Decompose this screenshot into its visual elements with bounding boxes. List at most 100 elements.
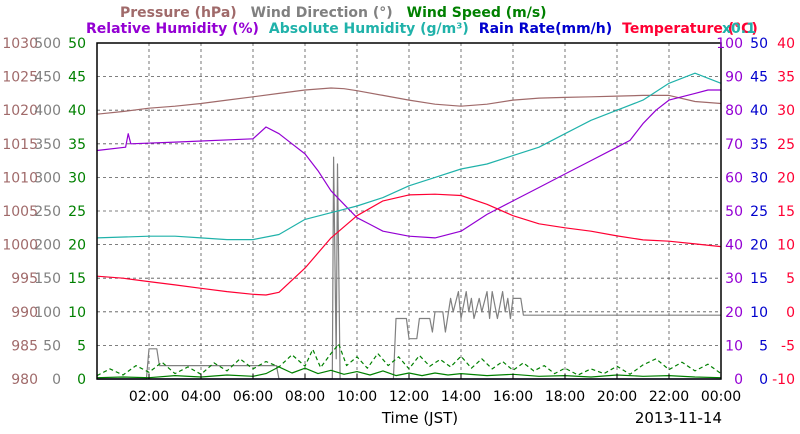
- y-tick-pressure: 1020: [2, 103, 38, 119]
- legend-scale-note: x0.1: [722, 21, 756, 37]
- x-tick-label: 10:00: [337, 389, 377, 405]
- y-tick-wspd: 30: [68, 170, 86, 186]
- x-axis-label: Time (JST): [381, 409, 458, 427]
- y-tick-wdir: 0: [52, 372, 61, 388]
- series-relative-humidity: [96, 89, 721, 239]
- y-tick-wspd: 40: [68, 103, 86, 119]
- x-tick-label: 14:00: [441, 389, 481, 405]
- y-tick-rain: 45: [750, 70, 768, 86]
- y-tick-temp: 35: [777, 70, 795, 86]
- y-tick-wdir: 300: [34, 170, 61, 186]
- y-tick-rh: 30: [725, 271, 743, 287]
- y-tick-rh: 40: [725, 238, 743, 254]
- y-tick-rh: 100: [716, 36, 743, 52]
- legend-ah: Absolute Humidity (g/m³): [269, 21, 469, 37]
- y-tick-wdir: 100: [34, 305, 61, 321]
- y-tick-temp: 20: [777, 170, 795, 186]
- y-tick-wspd: 45: [68, 70, 86, 86]
- x-tick-label: 12:00: [389, 389, 429, 405]
- y-tick-pressure: 1005: [2, 204, 38, 220]
- x-tick-label: 06:00: [233, 389, 273, 405]
- series-pressure: [96, 87, 722, 115]
- y-tick-pressure: 1025: [2, 70, 38, 86]
- x-axis: 02:00 04:00 06:00 08:00 10:00 12:00 14:00 16:00…: [129, 374, 741, 405]
- series-wind-speed: [96, 343, 722, 377]
- y-tick-wspd: 5: [77, 338, 86, 354]
- y-tick-pressure: 990: [11, 305, 38, 321]
- y-tick-rh: 80: [725, 103, 743, 119]
- legend: Pressure (hPa) Wind Direction (°) Wind Spe…: [86, 5, 758, 37]
- series-absolute-humidity: [96, 72, 722, 241]
- y-tick-wspd: 35: [68, 137, 86, 153]
- x-tick-label: 16:00: [493, 389, 533, 405]
- legend-wdir: Wind Direction (°): [251, 5, 393, 21]
- y-tick-pressure: 1000: [2, 238, 38, 254]
- y-tick-rh: 10: [725, 338, 743, 354]
- y-tick-wdir: 400: [34, 103, 61, 119]
- y-tick-temp: -5: [781, 338, 795, 354]
- y-tick-rh: 60: [725, 170, 743, 186]
- legend-wspd: Wind Speed (m/s): [407, 5, 547, 21]
- y-axes: 9809859909951000100510101015102010251030…: [2, 36, 795, 388]
- y-tick-wspd: 50: [68, 36, 86, 52]
- x-tick-label: 00:00: [701, 389, 741, 405]
- y-tick-temp: 5: [786, 271, 795, 287]
- series-wind-direction: [97, 156, 721, 380]
- x-tick-label: 04:00: [181, 389, 221, 405]
- y-tick-wdir: 350: [34, 137, 61, 153]
- y-tick-wdir: 150: [34, 271, 61, 287]
- x-tick-label: 22:00: [649, 389, 689, 405]
- x-tick-label: 08:00: [285, 389, 325, 405]
- y-tick-wspd: 20: [68, 238, 86, 254]
- y-tick-wdir: 250: [34, 204, 61, 220]
- y-tick-rain: 15: [750, 271, 768, 287]
- y-tick-pressure: 1010: [2, 170, 38, 186]
- legend-pressure: Pressure (hPa): [120, 5, 237, 21]
- y-tick-wspd: 10: [68, 305, 86, 321]
- y-tick-rh: 50: [725, 204, 743, 220]
- y-tick-wdir: 500: [34, 36, 61, 52]
- series-wind-speed: [96, 366, 722, 379]
- y-tick-rain: 5: [759, 338, 768, 354]
- y-tick-temp: 10: [777, 238, 795, 254]
- y-tick-rh: 90: [725, 70, 743, 86]
- y-tick-rain: 20: [750, 238, 768, 254]
- legend-rh: Relative Humidity (%): [86, 21, 259, 37]
- y-tick-temp: 15: [777, 204, 795, 220]
- y-tick-rain: 50: [750, 36, 768, 52]
- y-tick-temp: 40: [777, 36, 795, 52]
- y-tick-pressure: 985: [11, 338, 38, 354]
- y-tick-rain: 10: [750, 305, 768, 321]
- y-tick-temp: 0: [786, 305, 795, 321]
- y-tick-rain: 25: [750, 204, 768, 220]
- y-tick-temp: -10: [772, 372, 795, 388]
- y-tick-rh: 0: [734, 372, 743, 388]
- y-tick-wdir: 50: [43, 338, 61, 354]
- y-tick-rh: 20: [725, 305, 743, 321]
- y-tick-wdir: 450: [34, 70, 61, 86]
- date-label: 2013-11-14: [635, 409, 722, 427]
- y-tick-wspd: 0: [77, 372, 86, 388]
- y-tick-pressure: 980: [11, 372, 38, 388]
- y-tick-rain: 0: [759, 372, 768, 388]
- y-tick-wspd: 15: [68, 271, 86, 287]
- y-tick-temp: 25: [777, 137, 795, 153]
- y-tick-temp: 30: [777, 103, 795, 119]
- y-tick-pressure: 1015: [2, 137, 38, 153]
- y-tick-rh: 70: [725, 137, 743, 153]
- y-tick-pressure: 1030: [2, 36, 38, 52]
- x-tick-label: 02:00: [129, 389, 169, 405]
- legend-temp: Temperature (°C): [622, 21, 758, 37]
- x-tick-label: 18:00: [545, 389, 585, 405]
- x-tick-label: 20:00: [597, 389, 637, 405]
- grid: [97, 43, 721, 379]
- y-tick-wdir: 200: [34, 238, 61, 254]
- legend-rain: Rain Rate(mm/h): [479, 21, 612, 37]
- y-tick-rain: 35: [750, 137, 768, 153]
- y-tick-rain: 40: [750, 103, 768, 119]
- series-temperature: [96, 193, 722, 296]
- y-tick-rain: 30: [750, 170, 768, 186]
- y-tick-pressure: 995: [11, 271, 38, 287]
- y-tick-wspd: 25: [68, 204, 86, 220]
